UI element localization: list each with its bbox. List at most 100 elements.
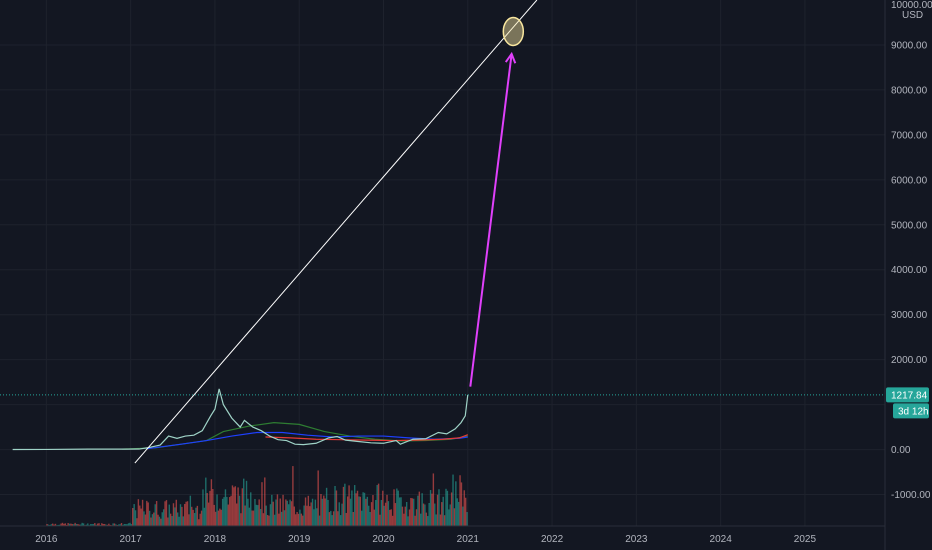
y-tick-label: 8000.00 — [891, 85, 928, 96]
volume-bar — [403, 513, 405, 526]
target-ellipse[interactable] — [502, 16, 525, 47]
volume-bar — [393, 489, 395, 526]
volume-bar — [266, 515, 269, 526]
volume-bar — [273, 514, 276, 526]
volume-bar — [450, 492, 453, 526]
volume-bar — [92, 524, 95, 526]
volume-bar — [306, 505, 308, 526]
volume-bar — [330, 510, 332, 526]
volume-bar — [342, 486, 345, 526]
countdown-tag-text: 3d 12h — [898, 406, 929, 417]
volume-bar — [112, 523, 114, 526]
x-tick-label: 2017 — [120, 534, 143, 545]
volume-bar — [391, 515, 394, 526]
volume-bar — [95, 524, 97, 526]
volume-bar — [279, 498, 281, 526]
volume-bar — [349, 498, 352, 526]
volume-bar — [316, 508, 318, 526]
volume-bar — [321, 498, 324, 526]
volume-bar — [105, 524, 107, 526]
volume-bar — [434, 503, 436, 526]
price-axis[interactable]: 9000.00 8000.00 7000.00 6000.00 5000.00 4000.… — [891, 40, 931, 501]
volume-bar — [415, 509, 418, 526]
volume-bar — [250, 492, 252, 526]
volume-bar — [310, 502, 312, 526]
volume-bar — [384, 502, 387, 526]
volume-bar — [140, 508, 142, 526]
volume-bar — [457, 501, 460, 526]
volume-bar — [370, 502, 373, 526]
volume-bar — [205, 477, 207, 526]
volume-bar — [269, 504, 272, 526]
volume-bar — [372, 495, 374, 526]
volume-bar — [459, 475, 461, 526]
volume-bar — [154, 504, 156, 526]
volume-bar — [401, 506, 404, 526]
volume-bar — [120, 522, 123, 526]
volume-bar — [383, 505, 385, 526]
volume-bar — [397, 490, 399, 526]
volume-bar — [139, 505, 141, 526]
volume-bar — [324, 498, 326, 526]
volume-bar — [436, 494, 439, 526]
volume-bar — [300, 513, 303, 526]
volume-bar — [410, 497, 412, 526]
trend-line[interactable] — [134, 0, 538, 464]
volume-bar — [49, 524, 51, 526]
volume-bar — [130, 524, 133, 526]
volume-bar — [109, 524, 111, 526]
volume-bar — [278, 513, 280, 526]
volume-bar — [355, 493, 357, 526]
volume-bar — [184, 503, 186, 526]
volume-bar — [335, 490, 338, 526]
volume-bar — [153, 512, 155, 526]
volume-bar — [282, 494, 284, 526]
volume-bar — [338, 502, 340, 526]
price-line — [12, 388, 469, 451]
volume-bar — [137, 499, 140, 526]
volume-bar — [169, 513, 172, 526]
volume-bar — [432, 473, 435, 526]
volume-bar — [344, 483, 346, 526]
volume-bar — [268, 515, 270, 526]
last-price-tag-box — [886, 387, 929, 403]
volume-bar — [214, 511, 217, 526]
volume-bar — [375, 499, 377, 526]
volume-bar — [466, 512, 468, 526]
volume-bar — [304, 497, 307, 526]
volume-bar — [71, 524, 74, 526]
volume-bar — [181, 506, 183, 526]
volume-bar — [188, 514, 190, 526]
volume-bar — [259, 508, 262, 526]
volume-bar — [99, 524, 102, 526]
volume-bar — [339, 515, 342, 526]
volume-bar — [57, 524, 59, 526]
volume-bar — [196, 505, 199, 526]
volume-bar — [427, 516, 429, 526]
volume-bar — [171, 516, 173, 526]
projection-arrow[interactable] — [469, 53, 513, 387]
volume-bar — [429, 490, 432, 526]
y-tick-label: -1000.00 — [891, 490, 931, 501]
volume-bar — [296, 512, 298, 526]
volume-bar — [377, 483, 380, 526]
volume-bar — [463, 490, 465, 526]
volume-bar — [445, 488, 447, 526]
volume-bar — [233, 487, 235, 526]
volume-bar — [264, 477, 266, 526]
last-price-tag: 1217.84 — [886, 387, 929, 403]
volume-bar — [368, 505, 370, 526]
volume-bar — [68, 523, 71, 526]
volume-bar — [289, 499, 291, 526]
volume-bar — [295, 514, 297, 526]
volume-bar — [254, 498, 256, 526]
volume-bar — [122, 524, 124, 526]
x-tick-label: 2024 — [710, 534, 733, 545]
volume-bar — [186, 501, 189, 526]
volume-bar — [108, 523, 110, 526]
time-axis[interactable]: 2016 2017 2018 2019 2020 2021 2022 2023 2024 2025 — [35, 534, 816, 545]
top-price-label: 10000.00 — [891, 0, 932, 11]
volume-bar — [198, 519, 200, 526]
volume-bar — [408, 509, 411, 526]
